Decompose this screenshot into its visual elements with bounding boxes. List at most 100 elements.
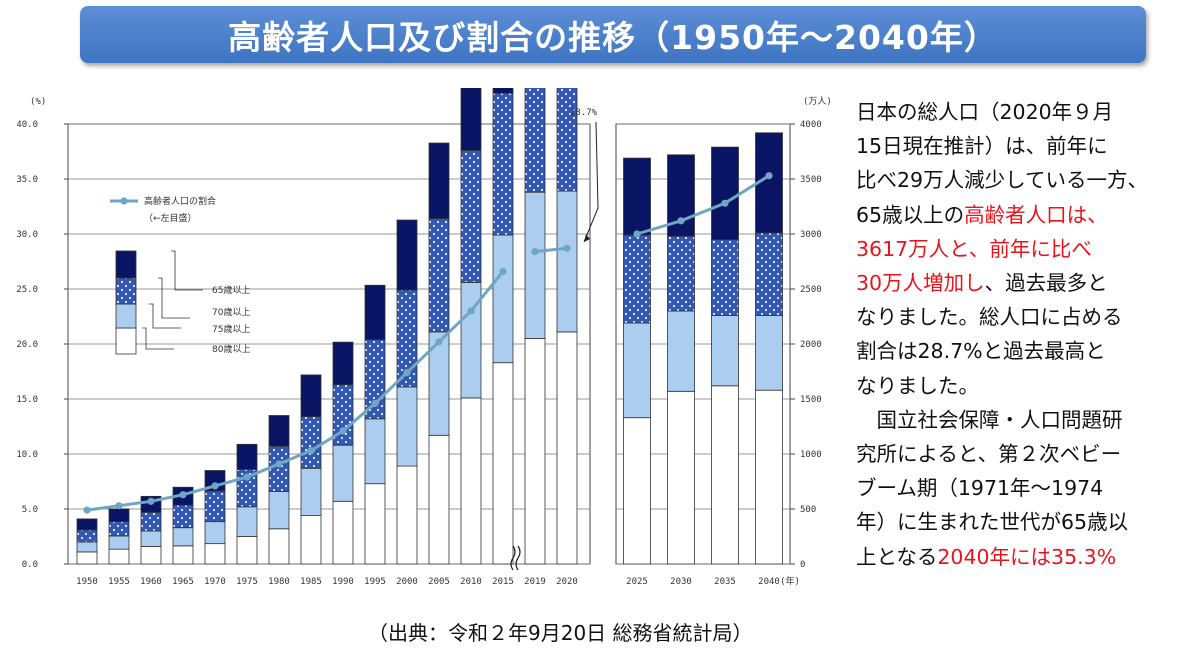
bar-segment <box>524 88 546 193</box>
y-tick-label-right: 0 <box>800 560 805 570</box>
annotation-28-7: 28.7% <box>570 108 598 118</box>
ratio-point <box>83 506 91 514</box>
description-text: 日本の総人口（2020年９月 15日現在推計）は、前年に 比べ29万人減少している一… <box>856 95 1192 574</box>
ratio-point <box>339 427 347 435</box>
bar-segment <box>556 88 578 192</box>
bar-segment <box>711 239 739 316</box>
ratio-point <box>243 473 251 481</box>
description-line: 割合は28.7%と過去最高と <box>856 334 1192 368</box>
source-note: （出典：令和２年9月20日 総務省統計局） <box>368 621 753 645</box>
bar-segment <box>524 338 546 565</box>
bar-segment <box>396 219 418 291</box>
bar-segment <box>428 142 450 219</box>
y-tick-label-right: 4000 <box>800 120 822 130</box>
bar-segment <box>623 234 651 324</box>
legend-stack-label: 65歳以上 <box>212 284 250 296</box>
body-text: 年）に生まれた世代が65歳以 <box>856 510 1129 535</box>
ratio-point <box>403 369 411 377</box>
bar-segment <box>364 418 386 485</box>
bar-segment <box>140 511 162 532</box>
ratio-point <box>721 199 729 207</box>
x-tick-label: 2020 <box>556 577 578 587</box>
y-axis-unit-left: (%) <box>30 97 46 107</box>
bar-segment <box>623 322 651 419</box>
title-banner: 高齢者人口及び割合の推移（1950年～2040年） <box>80 6 1146 63</box>
y-tick-label-right: 500 <box>800 505 816 515</box>
bar-segment <box>460 397 482 565</box>
bar-segment <box>460 281 482 399</box>
body-text: 国立社会保障・人口問題研 <box>856 407 1123 432</box>
axis-break-mark <box>510 545 516 571</box>
bar-segment <box>268 415 290 447</box>
legend-stack-label: 75歳以上 <box>212 323 250 335</box>
y-tick-label: 35.0 <box>16 175 38 185</box>
legend-stack-label: 70歳以上 <box>212 306 250 318</box>
x-tick-label: 2005 <box>428 577 450 587</box>
bar-segment <box>396 386 418 467</box>
x-tick-label: 2019 <box>524 577 546 587</box>
bar-segment <box>140 530 162 547</box>
bar-segment <box>711 314 739 387</box>
x-tick-label: 2015 <box>492 577 514 587</box>
legend-stack-label: 80歳以上 <box>212 343 250 355</box>
legend-line-label: 高齢者人口の割合 <box>144 195 216 207</box>
x-axis-unit: (年) <box>780 575 800 587</box>
bar-segment <box>492 92 514 236</box>
y-tick-label: 0.0 <box>22 560 38 570</box>
bar-segment <box>711 385 739 565</box>
ratio-point <box>371 399 379 407</box>
x-tick-label: 1970 <box>204 577 226 587</box>
bar-segment <box>204 490 226 523</box>
x-tick-label: 2025 <box>626 577 648 587</box>
x-tick-label: 2040 <box>758 577 780 587</box>
bar-segment <box>172 527 194 547</box>
ratio-point <box>307 447 315 455</box>
ratio-line <box>86 270 505 512</box>
y-tick-label-right: 1500 <box>800 395 822 405</box>
bar-segment <box>332 341 354 386</box>
bar-segment <box>492 234 514 364</box>
ratio-point <box>275 460 283 468</box>
ratio-point <box>179 491 187 499</box>
y-axis-unit-right: (万人) <box>803 96 832 107</box>
bar-segment <box>172 545 194 565</box>
y-tick-label: 40.0 <box>16 120 38 130</box>
legend-bar-segment <box>115 250 137 279</box>
description-line: 15日現在推計）は、前年に <box>856 129 1192 163</box>
bar-segment <box>76 551 98 565</box>
x-tick-label: 1965 <box>172 577 194 587</box>
ratio-line <box>534 246 568 254</box>
bar-segment <box>268 528 290 565</box>
bar-segment <box>332 444 354 502</box>
description-line: なりました。 <box>856 369 1192 403</box>
description-line: なりました。総人口に占める <box>856 300 1192 334</box>
description-line: 30万人増加し、過去最多と <box>856 266 1192 300</box>
axis-break-mark <box>515 545 521 571</box>
ratio-point <box>435 338 443 346</box>
y-tick-label: 30.0 <box>16 230 38 240</box>
description-line: 65歳以上の高齢者人口は、 <box>856 198 1192 232</box>
description-line: 究所によると、第２次ベビー <box>856 437 1192 471</box>
body-text: 比べ29万人減少している一方、 <box>856 168 1148 193</box>
annotation-arrowhead <box>584 234 590 242</box>
y-tick-label-right: 2500 <box>800 285 822 295</box>
ratio-point <box>467 307 475 315</box>
legend-bracket <box>158 277 190 319</box>
bar-segment <box>428 434 450 565</box>
bar-segment <box>556 190 578 333</box>
y-tick-label: 10.0 <box>16 450 38 460</box>
bar-segment <box>268 490 290 530</box>
bar-segment <box>108 521 130 537</box>
ratio-point <box>147 497 155 505</box>
bar-segment <box>76 518 98 531</box>
bar-segment <box>623 157 651 236</box>
page-title: 高齢者人口及び割合の推移（1950年～2040年） <box>228 17 998 57</box>
bar-segment <box>300 467 322 516</box>
legend-bracket <box>142 327 174 350</box>
description-line: 国立社会保障・人口問題研 <box>856 403 1192 437</box>
elderly-population-chart: 0.0 5.0 10.0 15.0 20.0 25.0 30.0 35.0 40.0 (%) 0 50… <box>16 88 832 587</box>
highlight-text: 3617万人と、前年に比べ <box>856 236 1092 261</box>
y-tick-label-right: 2000 <box>800 340 822 350</box>
bar-segment <box>755 232 783 316</box>
bar-segment <box>300 515 322 565</box>
